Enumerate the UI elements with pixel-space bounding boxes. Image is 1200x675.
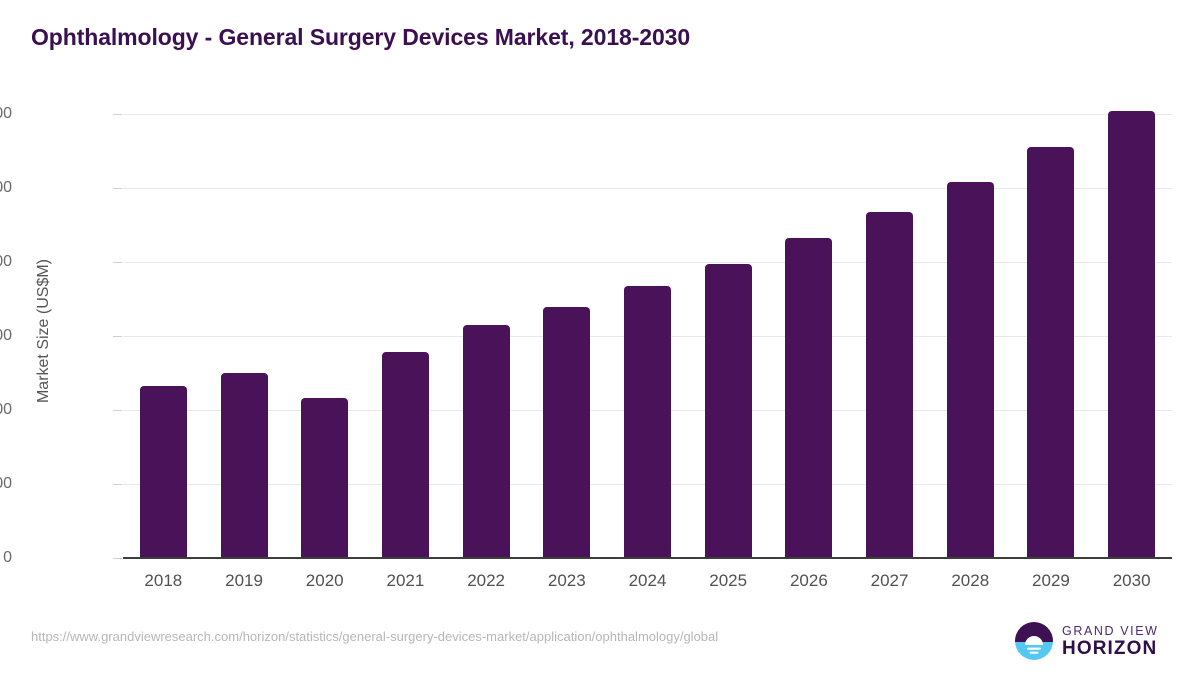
bar[interactable] (704, 264, 752, 558)
y-tick-label: 2500 (0, 179, 12, 196)
y-tick-label: 500 (0, 475, 12, 492)
x-tick-label: 2025 (709, 571, 748, 590)
horizon-globe-icon (1015, 622, 1053, 660)
gridline (123, 262, 1172, 263)
y-tick-mark (113, 114, 122, 115)
bar[interactable] (624, 285, 671, 558)
x-tick-label: 2020 (305, 571, 344, 590)
logo-line-1: GRAND VIEW (1062, 624, 1159, 638)
y-tick-mark (113, 336, 122, 337)
y-tick-label: 0 (3, 549, 12, 566)
x-tick-label: 2023 (547, 571, 586, 590)
source-url[interactable]: https://www.grandviewresearch.com/horizo… (31, 629, 719, 644)
bar[interactable] (1108, 110, 1156, 558)
y-axis-title: Market Size (US$M) (35, 258, 52, 404)
gridline (123, 114, 1172, 115)
x-tick-label: 2018 (144, 571, 183, 590)
x-tick-label: 2024 (628, 571, 667, 590)
bar[interactable] (866, 211, 914, 558)
gridline (123, 188, 1172, 189)
x-tick-label: 2019 (225, 571, 263, 590)
grand-view-horizon-logo[interactable]: GRAND VIEW HORIZON (1014, 620, 1172, 662)
bar[interactable] (946, 181, 994, 558)
x-tick-label: 2021 (386, 571, 425, 590)
bar[interactable] (1027, 146, 1075, 558)
y-tick-mark (113, 484, 122, 485)
x-tick-label: 2026 (789, 571, 828, 590)
y-tick-mark (113, 188, 122, 189)
x-tick-label: 2027 (870, 571, 909, 590)
logo-line-2: HORIZON (1062, 638, 1158, 659)
x-tick-label: 2029 (1032, 571, 1070, 590)
page-title: Ophthalmology - General Surgery Devices … (31, 24, 691, 50)
y-tick-label: 1000 (0, 401, 12, 418)
logo-wordmark: GRAND VIEW HORIZON (1062, 624, 1159, 659)
y-tick-mark (113, 262, 122, 263)
y-tick-mark (113, 558, 122, 559)
bar[interactable] (381, 352, 429, 558)
x-tick-label: 2022 (467, 571, 506, 590)
bar[interactable] (543, 307, 591, 558)
bar[interactable] (139, 385, 187, 558)
y-tick-label: 3000 (0, 105, 12, 122)
bar[interactable] (462, 325, 510, 558)
x-tick-label: 2028 (951, 571, 990, 590)
bar[interactable] (785, 238, 833, 558)
y-tick-label: 1500 (0, 327, 12, 344)
plot-area (123, 110, 1172, 558)
bar[interactable] (301, 398, 349, 558)
x-tick-label: 2030 (1112, 571, 1151, 590)
x-axis-line (123, 557, 1172, 559)
y-tick-label: 2000 (0, 253, 12, 270)
y-tick-mark (113, 410, 122, 411)
bar[interactable] (220, 373, 268, 558)
